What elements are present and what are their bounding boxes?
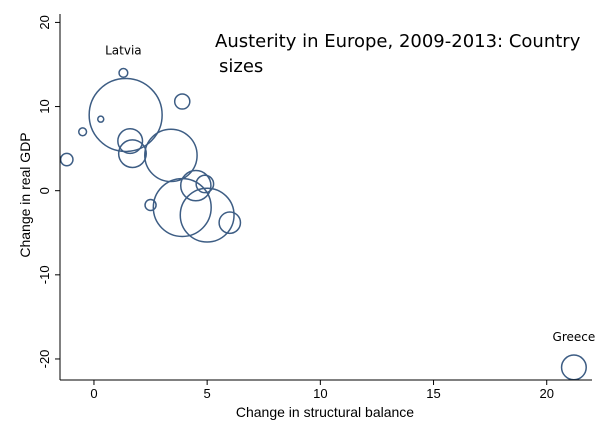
data-point [118,67,129,79]
data-point [117,127,144,155]
data-point [179,187,235,243]
x-axis-title: Change in structural balance [236,404,414,420]
data-point-label: Greece [553,330,596,344]
data-point [144,198,157,212]
data-point [59,152,74,167]
data-point-label: Latvia [105,44,142,58]
chart-title-line-1: Austerity in Europe, 2009-2013: Country [215,31,581,52]
y-tick-label: -20 [37,350,52,369]
data-point [195,174,215,194]
data-point [88,77,163,153]
x-tick-label: 10 [313,386,327,401]
x-tick-label: 15 [426,386,440,401]
data-point [144,128,198,183]
data-point [96,115,105,123]
x-tick-label: 5 [204,386,211,401]
x-tick-label: 20 [539,386,553,401]
x-tick-label: 0 [90,386,97,401]
data-point [77,127,88,137]
y-axis-title: Change in real GDP [17,132,33,257]
data-point [218,211,242,235]
data-point [173,93,191,110]
data-point [179,169,212,202]
data-point [117,139,147,169]
y-tick-label: -10 [37,265,52,284]
axes: 0 5 10 15 20 -20 -10 0 10 20 [37,14,592,401]
plot-area: Latvia Greece [59,44,596,381]
y-tick-label: 10 [37,99,52,113]
y-tick-label: 0 [37,187,52,194]
chart-title-line-2: sizes [219,56,263,77]
y-tick-label: 20 [37,15,52,29]
